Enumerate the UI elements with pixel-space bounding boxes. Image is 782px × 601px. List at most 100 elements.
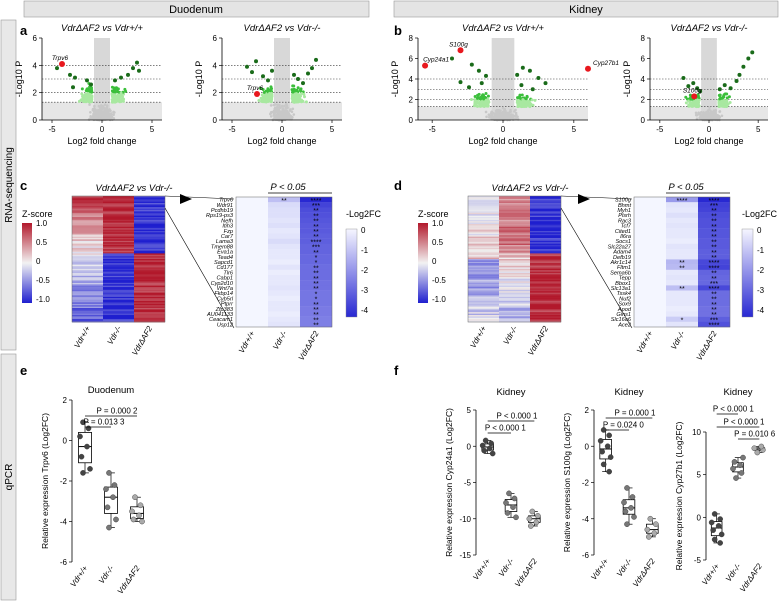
top-sig-point: [135, 60, 139, 65]
sig-point: [292, 87, 296, 91]
y-axis-label: Relative expression Cyp24a1 (Log2FC): [444, 408, 454, 557]
heatmap-cell: [103, 212, 134, 215]
sig-point: [523, 100, 527, 104]
heatmap-cell: [499, 277, 530, 279]
heatmap-cell: [530, 319, 561, 321]
sig-point: [296, 86, 300, 90]
panel-letter-b: b: [394, 23, 402, 38]
heatmap-cell: [499, 315, 530, 317]
sig-stars: **: [313, 208, 319, 215]
volcano-plot-b1: VdrΔAF2 vs Vdr+/+ S100g Cyp24a1 Cyp27b1 0 2 4 6…: [390, 23, 619, 146]
y-axis-label: Relative expression Cyp27b1 (Log2FC): [674, 421, 684, 570]
fc-cell: [634, 254, 666, 260]
data-point: [624, 521, 630, 527]
fc-cell: [268, 295, 300, 302]
heatmap-cell: [72, 236, 103, 239]
top-sig-point: [296, 77, 300, 81]
pointer-arrow: [180, 194, 192, 204]
ns-point: [101, 107, 105, 110]
heatmap-cell: [468, 207, 499, 209]
fc-tick-label: 0: [361, 226, 366, 235]
ns-point: [95, 109, 99, 112]
y-tick-label: 0: [585, 442, 590, 451]
fc-cell: [634, 321, 666, 328]
heatmap-cell: [468, 296, 499, 299]
data-point: [717, 540, 723, 546]
fc-cell: [236, 243, 268, 250]
heatmap-cell: [499, 242, 530, 244]
heatmap-cell: [468, 201, 499, 204]
heatmap-cell: [468, 224, 499, 226]
heatmap-cell: [499, 239, 530, 242]
heatmap-cell: [530, 240, 561, 243]
fc-cell: [666, 223, 698, 229]
heatmap-cell: [72, 306, 103, 309]
heatmap-cell: [103, 280, 134, 282]
heatmap-cell: [530, 292, 561, 295]
sig-stars: **: [711, 307, 717, 314]
sig-stars: **: [313, 271, 319, 278]
heatmap-cell: [468, 280, 499, 282]
heatmap-cell: [468, 225, 499, 228]
heatmap-cell: [134, 245, 165, 247]
data-point: [139, 518, 145, 525]
fc-cell: [236, 207, 268, 213]
sig-point: [516, 96, 520, 100]
heatmap-cell: [468, 246, 499, 249]
sig-stars: **: [313, 250, 319, 257]
data-point: [710, 527, 716, 533]
sig-point: [484, 99, 488, 103]
y-tick-label: 0: [33, 116, 38, 125]
fc-legend-label: -Log2FC: [742, 209, 778, 219]
heatmap-cell: [468, 239, 499, 242]
ns-point: [700, 114, 703, 117]
data-point: [631, 514, 637, 520]
heatmap-cell: [530, 313, 561, 316]
top-sig-point: [681, 75, 686, 80]
heatmap-cell: [103, 305, 134, 307]
data-point: [129, 508, 135, 515]
fc-column-label: Vdr+/+: [237, 329, 257, 355]
heatmap-cell: [103, 302, 134, 305]
fc-cell: [698, 316, 730, 322]
y-tick-label: 6: [641, 55, 646, 64]
heatmap-cell: [530, 231, 561, 233]
heatmap-cell: [134, 214, 165, 216]
heatmap-cell: [530, 208, 561, 211]
heatmap-cell: [530, 315, 561, 317]
heatmap-cell: [134, 277, 165, 279]
fc-cell: [666, 197, 698, 203]
fc-cell: [698, 249, 730, 255]
heatmap-cell: [499, 278, 530, 281]
sig-stars: **: [313, 317, 319, 324]
heatmap-cell: [72, 229, 103, 232]
fc-cell: [698, 269, 730, 276]
zscore-tick-label: 1.0: [432, 219, 444, 228]
heatmap-cell: [468, 211, 499, 214]
heatmap-cell: [103, 260, 134, 263]
heatmap-cell: [72, 263, 103, 265]
top-sig-point: [691, 81, 696, 86]
y-tick-label: 0: [409, 116, 414, 125]
data-point: [104, 504, 111, 511]
data-point: [629, 494, 636, 500]
column-label: VdrΔAF2: [130, 324, 154, 357]
boxplot-title: Kidney: [723, 387, 752, 398]
heatmap-cell: [499, 232, 530, 235]
ns-point: [92, 109, 96, 113]
sig-point: [725, 92, 729, 96]
sig-point: [722, 99, 726, 103]
heatmap-cell: [103, 210, 134, 212]
heatmap-cell: [499, 292, 530, 295]
heatmap-cell: [530, 218, 561, 221]
fc-cell: [236, 238, 268, 244]
fc-cell: [666, 311, 698, 317]
data-point: [511, 495, 518, 502]
ns-point: [698, 116, 702, 120]
heatmap-cell: [468, 299, 499, 302]
heatmap-cell: [499, 211, 530, 214]
heatmap-cell: [499, 231, 530, 233]
zoom-line: [164, 207, 235, 329]
data-point: [528, 523, 534, 529]
heatmap-cell: [103, 282, 134, 285]
